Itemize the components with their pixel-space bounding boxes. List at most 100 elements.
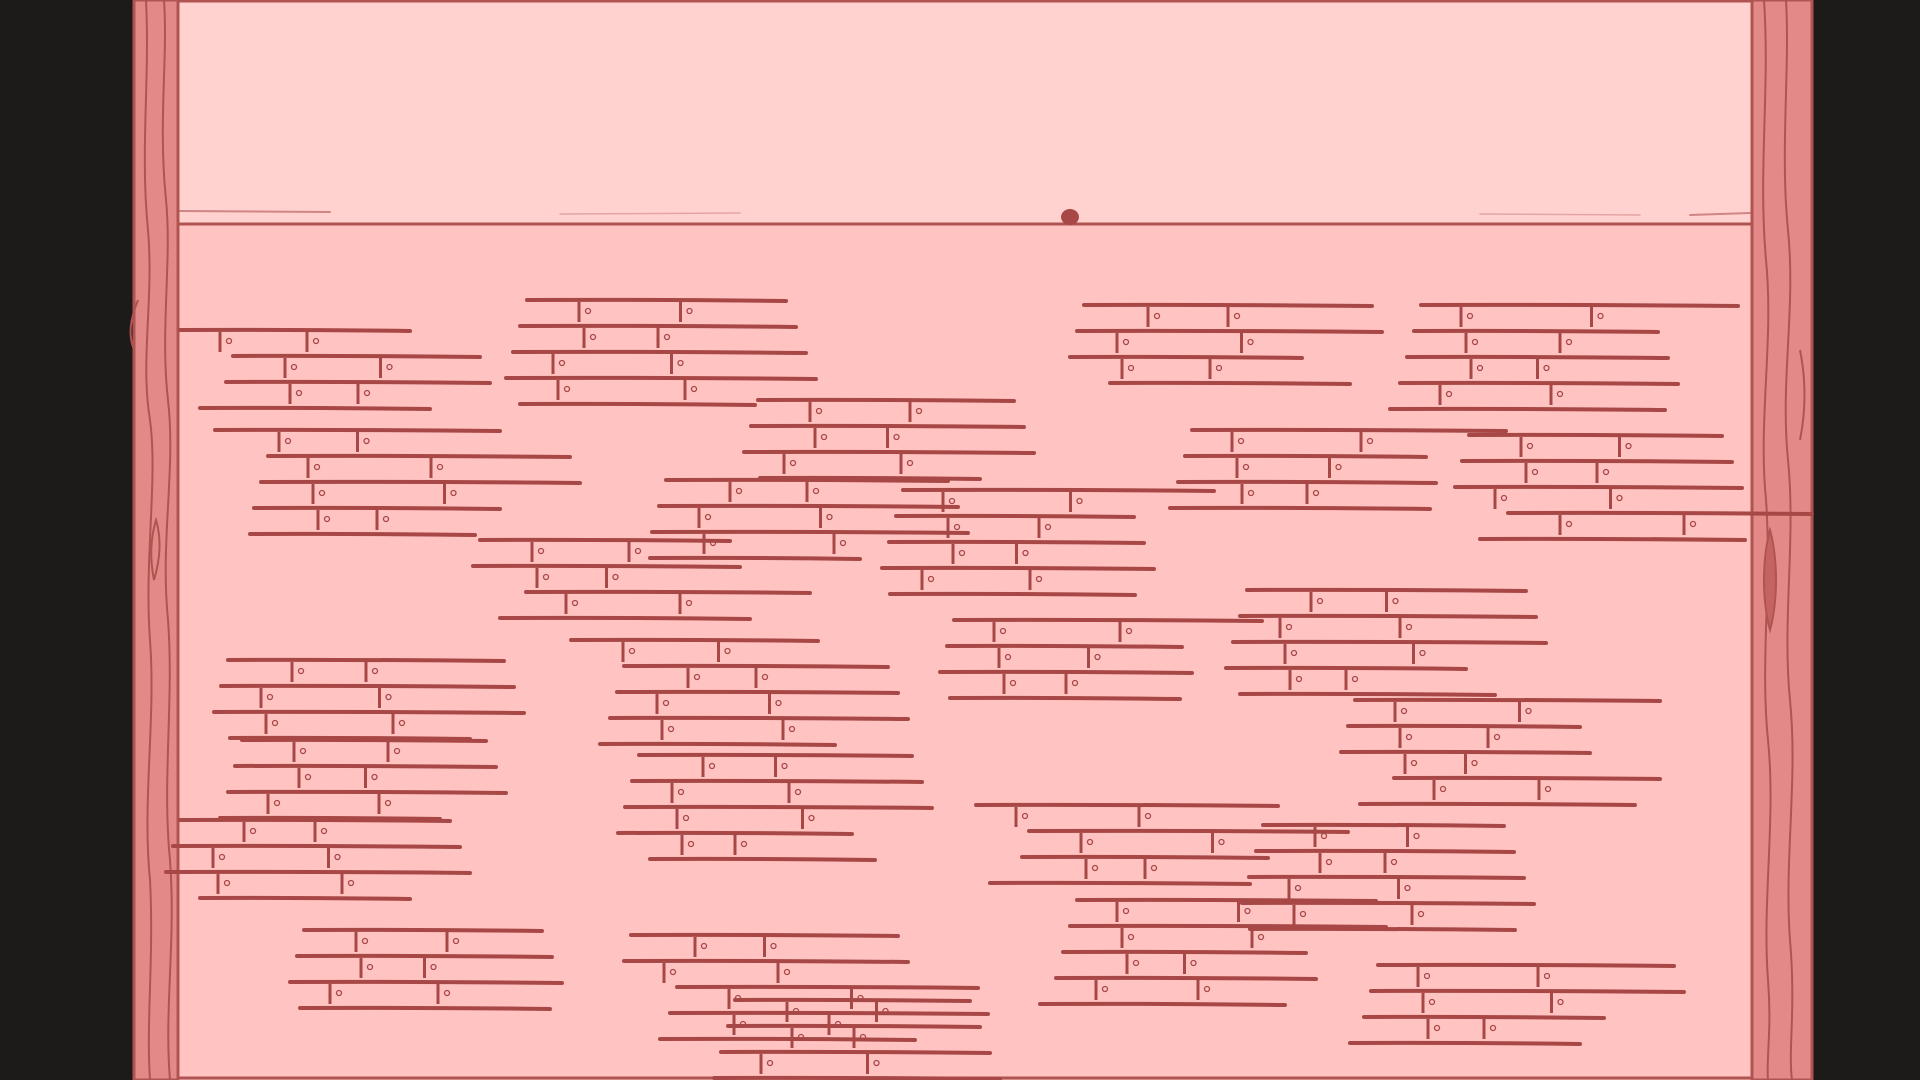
brick-line bbox=[630, 778, 924, 784]
brick-speck bbox=[690, 385, 698, 393]
brick-speck bbox=[371, 667, 379, 675]
brick-speck bbox=[839, 539, 847, 547]
brick-speck bbox=[1417, 910, 1425, 918]
brick-speck bbox=[584, 307, 592, 315]
brick-speck bbox=[1445, 390, 1453, 398]
brick-speck bbox=[859, 1033, 867, 1041]
brick-line bbox=[1238, 613, 1538, 619]
brick-speck bbox=[1101, 985, 1109, 993]
brick-speck bbox=[781, 762, 788, 770]
brick-speck bbox=[1127, 364, 1135, 372]
brick-line bbox=[1419, 302, 1740, 308]
brick-speck bbox=[398, 719, 406, 727]
brick-speck bbox=[1404, 884, 1411, 892]
wall-floor-seam-shadow bbox=[1479, 213, 1641, 216]
brick-speck bbox=[1366, 437, 1374, 445]
letterbox-right bbox=[1812, 0, 1920, 1080]
brick-line bbox=[1369, 988, 1686, 994]
brick-speck bbox=[295, 389, 303, 397]
brick-speck bbox=[304, 773, 312, 781]
brick-speck bbox=[1525, 707, 1532, 715]
brick-speck bbox=[662, 699, 670, 707]
brick-speck bbox=[1413, 832, 1420, 840]
brick-speck bbox=[320, 827, 328, 835]
brick-speck bbox=[770, 942, 777, 950]
brick-speck bbox=[313, 463, 321, 471]
brick-line bbox=[266, 453, 572, 459]
brick-line bbox=[616, 830, 854, 836]
brick-speck bbox=[1094, 653, 1101, 661]
brick-speck bbox=[677, 359, 684, 367]
brick-line bbox=[259, 479, 582, 485]
brick-line bbox=[504, 375, 818, 381]
brick-speck bbox=[1531, 468, 1539, 476]
brick-line bbox=[1240, 900, 1536, 906]
brick-speck bbox=[693, 673, 701, 681]
brick-line bbox=[598, 741, 837, 747]
brick-speck bbox=[686, 307, 693, 315]
brick-speck bbox=[366, 963, 374, 971]
brick-line bbox=[1362, 1014, 1606, 1020]
brick-speck bbox=[708, 762, 716, 770]
brick-speck bbox=[634, 547, 642, 555]
brick-line bbox=[1224, 665, 1468, 671]
brick-speck bbox=[393, 747, 401, 755]
brick-speck bbox=[1471, 759, 1478, 767]
brick-speck bbox=[1476, 364, 1484, 372]
brick-speck bbox=[334, 853, 341, 861]
brick-speck bbox=[1294, 884, 1302, 892]
brick-line bbox=[213, 427, 502, 433]
brick-line bbox=[226, 657, 506, 663]
brick-speck bbox=[826, 513, 833, 521]
brick-speck bbox=[1153, 312, 1161, 320]
brick-speck bbox=[363, 389, 371, 397]
brick-speck bbox=[430, 963, 437, 971]
brick-line bbox=[938, 669, 1194, 675]
brick-line bbox=[1248, 926, 1517, 932]
brick-speck bbox=[1565, 338, 1573, 346]
brick-speck bbox=[1335, 463, 1342, 471]
brick-line bbox=[178, 817, 452, 823]
brick-speck bbox=[808, 814, 815, 822]
brick-line bbox=[648, 856, 877, 862]
brick-line bbox=[648, 555, 862, 561]
brick-line bbox=[164, 869, 472, 875]
brick-speck bbox=[812, 487, 820, 495]
brick-speck bbox=[667, 725, 675, 733]
brick-speck bbox=[724, 647, 731, 655]
brick-speck bbox=[1419, 649, 1426, 657]
brick-line bbox=[1478, 536, 1747, 542]
brick-line bbox=[657, 503, 960, 509]
brick-line bbox=[623, 804, 934, 810]
brick-speck bbox=[1218, 838, 1225, 846]
brick-speck bbox=[1423, 972, 1431, 980]
brick-speck bbox=[1071, 679, 1079, 687]
brick-line bbox=[1467, 432, 1724, 438]
brick-speck bbox=[1543, 364, 1550, 372]
brick-speck bbox=[794, 788, 802, 796]
brick-speck bbox=[223, 879, 231, 887]
brick-line bbox=[252, 505, 502, 511]
brick-line bbox=[664, 477, 950, 483]
brick-speck bbox=[797, 1033, 805, 1041]
brick-speck bbox=[1428, 998, 1436, 1006]
brick-speck bbox=[1500, 494, 1508, 502]
brick-line bbox=[1183, 453, 1428, 459]
brick-line bbox=[756, 397, 1016, 403]
brick-speck bbox=[1022, 549, 1029, 557]
brick-speck bbox=[225, 337, 233, 345]
brick-speck bbox=[1091, 864, 1099, 872]
brick-line bbox=[629, 932, 900, 938]
right-wood-pillar-icon bbox=[1750, 0, 1814, 1080]
brick-line bbox=[675, 984, 980, 990]
brick-line bbox=[658, 1036, 917, 1042]
brick-line bbox=[178, 327, 412, 333]
brick-line bbox=[1068, 923, 1388, 929]
brick-speck bbox=[735, 487, 743, 495]
brick-line bbox=[569, 637, 820, 643]
brick-speck bbox=[1433, 1024, 1441, 1032]
brick-speck bbox=[783, 968, 791, 976]
brick-speck bbox=[1544, 785, 1552, 793]
